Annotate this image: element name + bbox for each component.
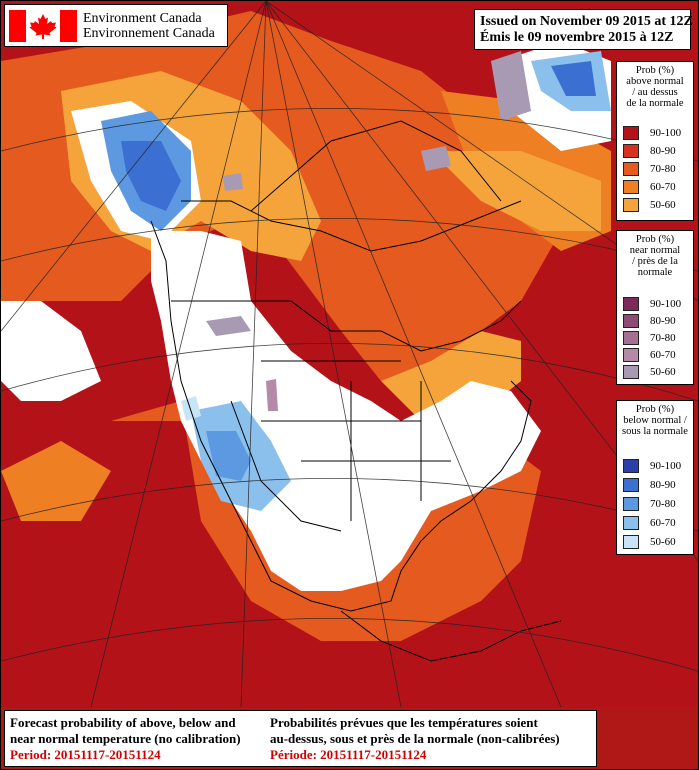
legend-title: Prob (%) above normal / au dessus de la … [617,62,693,109]
legend-range: 90-100 [650,298,682,310]
legend-title-line: Prob (%) [635,234,675,245]
legend-swatch [623,535,639,549]
legend-swatch [623,297,639,311]
legend-range: 60-70 [650,517,676,529]
caption-en-line2: near normal temperature (no calibration) [10,731,241,746]
legend-swatch [623,478,639,492]
agency-logo-box: Environment Canada Environnement Canada [4,4,228,47]
near-normal-west-coast-zone [1,301,101,401]
legend-title-line: / au dessus [632,87,678,98]
legend-range: 60-70 [650,349,676,361]
legend-swatch [623,180,639,194]
near-normal-purple-zones [206,51,531,411]
caption-fr-line1: Probabilités prévues que les température… [270,715,538,730]
probability-map [1,1,698,707]
caption-fr-line2: au-dessus, sous et près de la normale (n… [270,731,560,746]
caption-en-line1: Forecast probability of above, below and [10,715,236,730]
legend-above-normal: Prob (%) above normal / au dessus de la … [616,61,694,221]
legend-swatch [623,348,639,362]
legend-swatch [623,365,639,379]
issued-date-en: Issued on November 09 2015 at 12Z [480,14,693,29]
legend-title: Prob (%) near normal / près de la normal… [617,231,693,278]
canada-flag-icon [9,10,77,42]
legend-swatch [623,198,639,212]
map-caption: Forecast probability of above, below and… [4,710,597,767]
legend-swatch [623,126,639,140]
legend-range: 70-80 [650,332,676,344]
legend-swatch [623,516,639,530]
legend-title-line: Prob (%) [635,65,675,76]
legend-title-line: Prob (%) [635,404,675,415]
issued-date-fr: Émis le 09 novembre 2015 à 12Z [480,30,674,45]
legend-title-line: near normal [629,245,681,256]
legend-swatch [623,459,639,473]
legend-range: 50-60 [650,199,676,211]
legend-swatch [623,314,639,328]
issued-date-box: Issued on November 09 2015 at 12Z Émis l… [474,9,693,50]
legend-range: 90-100 [650,127,682,139]
legend-title-line: normale [637,267,673,278]
legend-range: 80-90 [650,145,676,157]
legend-swatch [623,162,639,176]
below-normal-zones [101,51,611,511]
legend-below-normal: Prob (%) below normal / sous la normale … [616,400,694,555]
legend-range: 70-80 [650,498,676,510]
legend-title-line: / près de la [632,256,678,267]
caption-fr-period: Période: 20151117-20151124 [270,747,427,762]
legend-range: 60-70 [650,181,676,193]
legend-title-line: above normal [626,76,684,87]
legend-range: 90-100 [650,460,682,472]
legend-swatch [623,497,639,511]
legend-range: 80-90 [650,479,676,491]
legend-near-normal: Prob (%) near normal / près de la normal… [616,230,694,385]
legend-title: Prob (%) below normal / sous la normale [617,401,693,437]
boundaries [150,120,562,662]
caption-en-period: Period: 20151117-20151124 [10,747,161,762]
legend-range: 50-60 [650,536,676,548]
legend-range: 80-90 [650,315,676,327]
legend-title-line: sous la normale [622,426,688,437]
legend-title-line: below normal / [623,415,687,426]
legend-title-line: de la normale [626,98,684,109]
legend-swatch [623,144,639,158]
legend-range: 50-60 [650,366,676,378]
org-name-en: Environment Canada [83,11,202,26]
org-name-fr: Environnement Canada [83,26,215,41]
legend-swatch [623,331,639,345]
legend-range: 70-80 [650,163,676,175]
